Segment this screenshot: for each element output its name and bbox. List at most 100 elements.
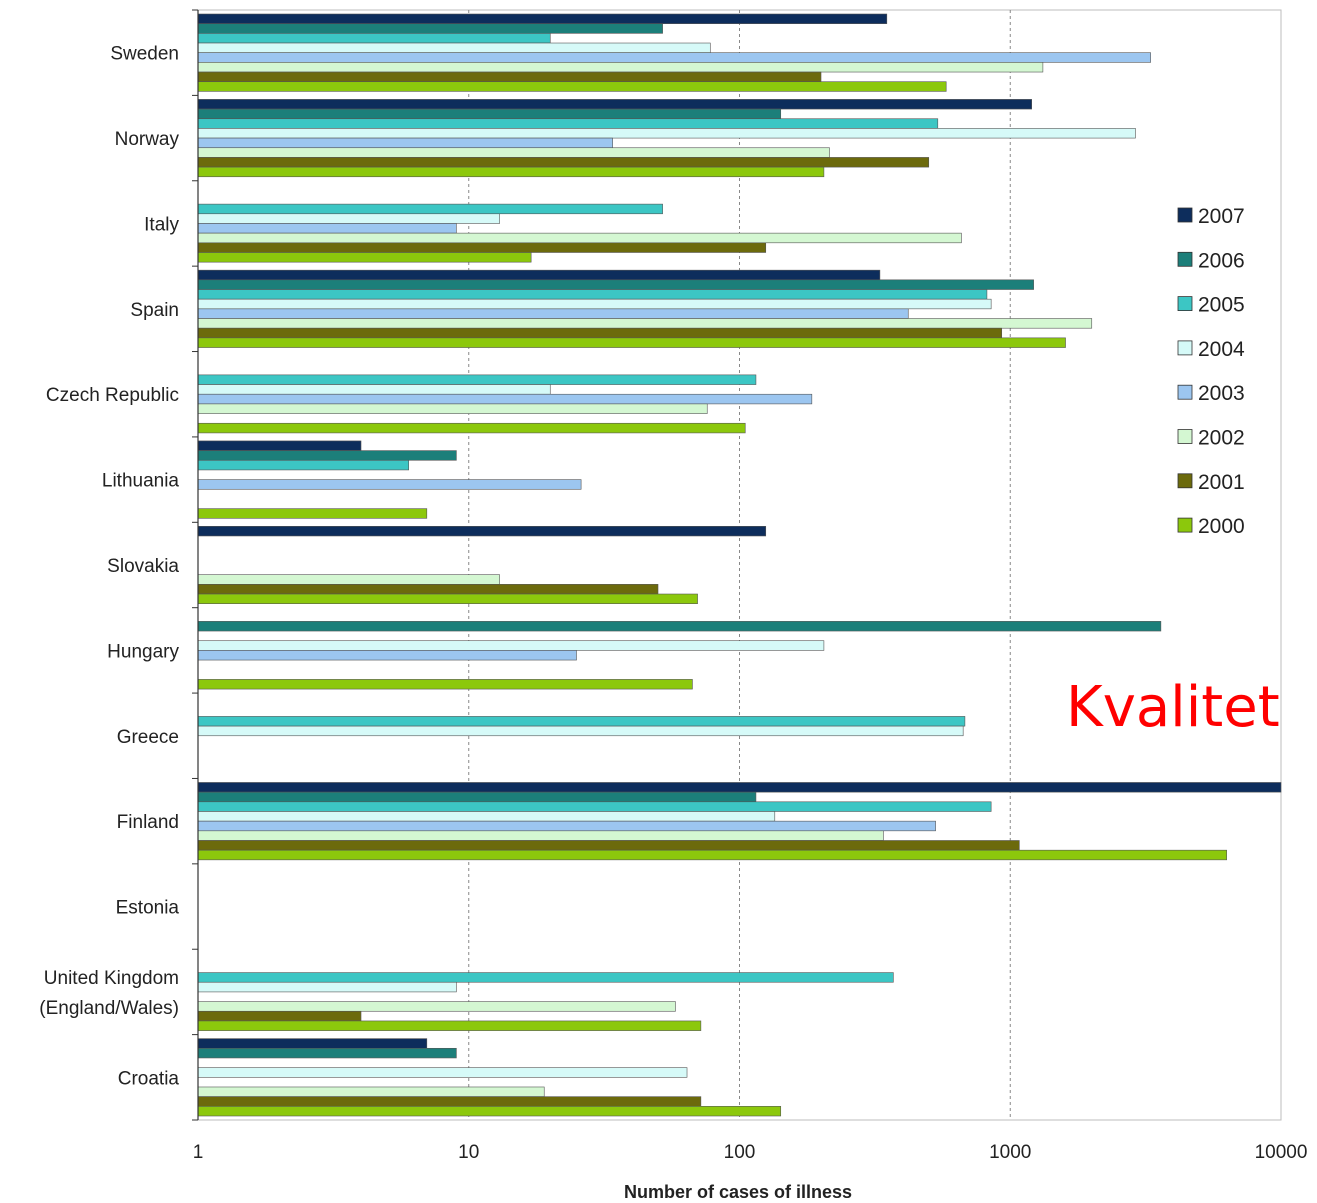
bar-2002 xyxy=(197,574,500,585)
bar-2004 xyxy=(197,1067,688,1078)
bar-2001 xyxy=(197,242,767,253)
bar-2002 xyxy=(197,318,1093,329)
category-label: Spain xyxy=(130,300,179,321)
bar-2003 xyxy=(197,137,613,149)
bar-2002 xyxy=(197,830,884,841)
legend-label-2005: 2005 xyxy=(1198,294,1245,317)
legend-swatch-2007 xyxy=(1177,207,1193,223)
x-tick-label: 100 xyxy=(724,1142,756,1163)
category-label: Lithuania xyxy=(102,471,180,492)
bar-2003 xyxy=(197,393,813,405)
x-tick-label: 10 xyxy=(458,1142,479,1163)
category-label: Finland xyxy=(117,812,179,833)
x-tick-label: 1 xyxy=(193,1142,204,1163)
bar-2001 xyxy=(197,327,1003,339)
bar-2005 xyxy=(197,203,663,215)
bar-2000 xyxy=(197,508,428,519)
bars xyxy=(197,13,1282,1117)
bar-2004 xyxy=(197,725,964,737)
bar-2001 xyxy=(197,840,1020,851)
category-label: Slovakia xyxy=(107,556,179,577)
bar-2003 xyxy=(197,820,936,832)
legend-label-2006: 2006 xyxy=(1198,249,1245,272)
x-tick-label: 1000 xyxy=(989,1142,1031,1163)
bar-2001 xyxy=(197,1010,362,1022)
category-label: Norway xyxy=(115,129,180,150)
bar-2006 xyxy=(197,108,782,120)
bar-2005 xyxy=(197,716,966,727)
category-label: United Kingdom (England/Wales) xyxy=(39,968,179,1019)
bar-2006 xyxy=(197,450,457,461)
bar-2000 xyxy=(197,1020,702,1031)
legend-swatch-2005 xyxy=(1177,296,1193,312)
bar-2005 xyxy=(197,801,992,812)
bar-2002 xyxy=(197,1086,545,1097)
bar-2000 xyxy=(197,679,693,690)
bar-2000 xyxy=(197,849,1227,861)
bar-2007 xyxy=(197,782,1282,793)
bar-2001 xyxy=(197,584,659,595)
bar-2004 xyxy=(197,128,1136,139)
bar-2005 xyxy=(197,118,939,129)
bar-2002 xyxy=(197,403,708,414)
bar-2005 xyxy=(197,374,757,385)
bar-2000 xyxy=(197,337,1066,348)
bar-2004 xyxy=(197,811,776,822)
bar-2004 xyxy=(197,42,711,53)
bar-2006 xyxy=(197,1047,457,1059)
x-axis-title: Number of cases of illness xyxy=(624,1182,852,1202)
overlay-text: Kvalitet xyxy=(1066,675,1280,740)
tick-labels: 1 10 100 1000 10000 xyxy=(193,1142,1308,1163)
bar-2000 xyxy=(197,252,532,263)
bar-2001 xyxy=(197,157,930,168)
legend-label-2003: 2003 xyxy=(1198,382,1245,405)
legend-swatch-2004 xyxy=(1177,340,1193,356)
bar-2005 xyxy=(197,459,409,471)
category-label: Hungary xyxy=(107,641,179,662)
bar-2001 xyxy=(197,71,822,83)
bar-2000 xyxy=(197,422,746,434)
legend-swatch-2002 xyxy=(1177,429,1193,444)
bar-2005 xyxy=(197,33,551,44)
bar-2007 xyxy=(197,99,1032,110)
legend: 2007 2006 2005 2004 2003 2002 2001 2000 xyxy=(1177,205,1245,538)
bar-2004 xyxy=(197,640,825,651)
bar-2000 xyxy=(197,593,698,604)
legend-label-2002: 2002 xyxy=(1198,427,1245,450)
bar-2005 xyxy=(197,289,988,300)
legend-label-2007: 2007 xyxy=(1198,205,1245,228)
category-labels: Sweden Norway Italy Spain Czech Republic Lith… xyxy=(39,44,179,1090)
axes xyxy=(192,9,199,1121)
bar-2003 xyxy=(197,223,457,234)
bar-2006 xyxy=(197,279,1034,290)
bar-2006 xyxy=(197,791,757,803)
bar-2002 xyxy=(197,147,830,158)
bar-2003 xyxy=(197,308,909,319)
bar-2000 xyxy=(197,81,947,92)
bar-2003 xyxy=(197,52,1151,63)
category-label: Croatia xyxy=(118,1068,180,1089)
bar-2000 xyxy=(197,1106,782,1117)
bar-2004 xyxy=(197,298,992,310)
legend-swatch-2001 xyxy=(1177,473,1193,489)
bar-2004 xyxy=(197,384,551,395)
bar-2003 xyxy=(197,650,577,661)
bar-2001 xyxy=(197,1096,702,1107)
bar-2002 xyxy=(197,1001,676,1012)
legend-label-2000: 2000 xyxy=(1198,515,1245,538)
category-label: Estonia xyxy=(116,898,180,919)
legend-swatch-2006 xyxy=(1177,251,1193,267)
legend-swatch-2000 xyxy=(1177,517,1193,533)
bar-2006 xyxy=(197,23,663,34)
bar-2007 xyxy=(197,526,767,537)
bar-2007 xyxy=(197,269,881,281)
bar-2007 xyxy=(197,1038,428,1049)
category-label: Czech Republic xyxy=(46,385,179,406)
legend-label-2004: 2004 xyxy=(1198,338,1245,361)
bar-2006 xyxy=(197,621,1162,632)
bar-2005 xyxy=(197,972,894,983)
bar-2007 xyxy=(197,13,888,24)
category-label: Sweden xyxy=(110,44,179,65)
bar-2002 xyxy=(197,62,1044,73)
legend-label-2001: 2001 xyxy=(1198,471,1245,494)
